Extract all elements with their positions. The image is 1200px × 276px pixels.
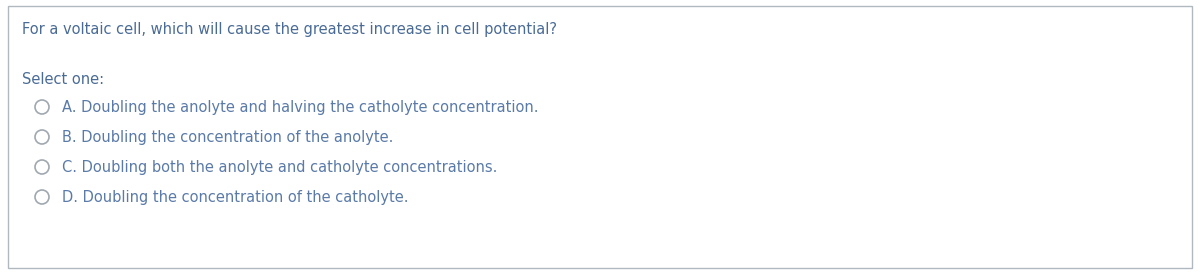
- Ellipse shape: [35, 190, 49, 204]
- Text: C. Doubling both the anolyte and catholyte concentrations.: C. Doubling both the anolyte and catholy…: [62, 160, 497, 175]
- Text: D. Doubling the concentration of the catholyte.: D. Doubling the concentration of the cat…: [62, 190, 408, 205]
- Ellipse shape: [35, 100, 49, 114]
- FancyBboxPatch shape: [8, 6, 1192, 268]
- Text: Select one:: Select one:: [22, 72, 104, 87]
- Text: For a voltaic cell, which will cause the greatest increase in cell potential?: For a voltaic cell, which will cause the…: [22, 22, 557, 37]
- Ellipse shape: [35, 160, 49, 174]
- Text: B. Doubling the concentration of the anolyte.: B. Doubling the concentration of the ano…: [62, 130, 394, 145]
- Text: A. Doubling the anolyte and halving the catholyte concentration.: A. Doubling the anolyte and halving the …: [62, 100, 539, 115]
- Ellipse shape: [35, 130, 49, 144]
